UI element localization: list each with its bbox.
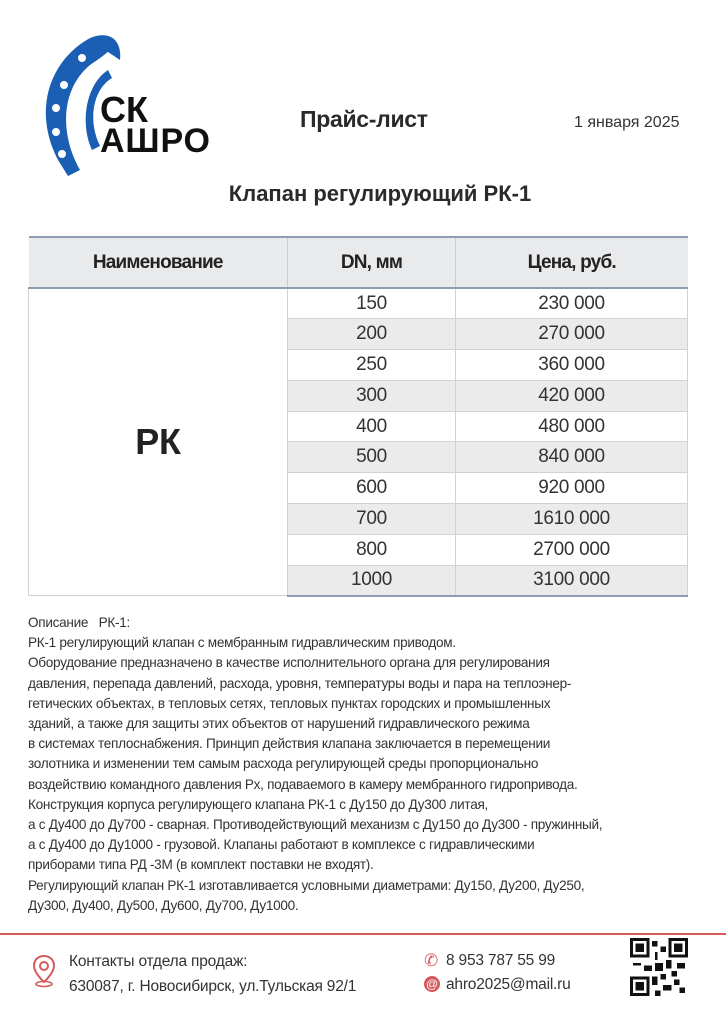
email-address[interactable]: ahro2025@mail.ru: [446, 976, 571, 993]
product-name-cell: РК: [28, 287, 288, 597]
column-header-price: Цена, руб.: [455, 236, 688, 289]
price-cell: 480 000: [455, 410, 688, 443]
price-cell: 3100 000: [455, 564, 688, 597]
description-line: РК-1 регулирующий клапан с мембранным ги…: [28, 635, 456, 651]
price-cell: 420 000: [455, 379, 688, 412]
dn-cell: 250: [287, 349, 456, 381]
price-cell: 270 000: [455, 318, 688, 351]
price-table: Наименование DN, мм Цена, руб. РК 150 230 …: [28, 236, 688, 597]
price-cell: 920 000: [455, 472, 688, 505]
company-logo: СК АШРО: [45, 35, 210, 176]
price-cell: 230 000: [455, 287, 688, 320]
price-cell: 360 000: [455, 349, 688, 381]
price-cell: 1610 000: [455, 503, 688, 535]
price-date: 1 января 2025: [574, 114, 680, 131]
price-cell: 840 000: [455, 441, 688, 474]
table-row: РК 150 230 000: [28, 287, 688, 597]
description-line: а с Ду400 до Ду700 - сварная. Противодей…: [28, 817, 603, 833]
table-row: 300 420 000: [29, 379, 688, 412]
description-line: приборами типа РД -3М (в комплект постав…: [28, 857, 374, 873]
product-title: Клапан регулирующий РК-1: [228, 181, 532, 206]
dn-cell: 800: [287, 533, 456, 566]
contacts-label: Контакты отдела продаж:: [69, 953, 248, 970]
svg-text:АШРО: АШРО: [100, 122, 210, 160]
page-title: Прайс-лист: [300, 106, 428, 132]
footer-divider: [0, 933, 726, 935]
price-cell: 2700 000: [455, 533, 688, 566]
dn-cell: 700: [287, 503, 456, 535]
dn-cell: 600: [287, 472, 456, 505]
dn-cell: 400: [287, 410, 456, 443]
column-header-dn: DN, мм: [287, 236, 456, 289]
table-row: 800 2700 000: [29, 533, 688, 566]
description-line: а с Ду400 до Ду1000 - грузовой. Клапаны …: [28, 837, 535, 853]
email-at-icon: @: [424, 976, 440, 992]
table-row: 600 920 000: [29, 472, 688, 505]
dn-cell: 500: [287, 441, 456, 474]
description-line: гетических объектах, в тепловых сетях, т…: [28, 695, 551, 711]
description-line: зданий, а также для защиты этих объектов…: [28, 716, 530, 732]
table-row: 400 480 000: [29, 410, 688, 443]
table-row: 700 1610 000: [29, 503, 688, 535]
description-line: Ду300, Ду400, Ду500, Ду600, Ду700, Ду100…: [28, 897, 299, 913]
description-line: воздействию командного давления Рх, пода…: [28, 776, 578, 792]
dn-cell: 1000: [287, 564, 456, 597]
dn-cell: 150: [287, 287, 456, 320]
address: 630087, г. Новосибирск, ул.Тульская 92/1: [69, 978, 357, 995]
dn-cell: 200: [287, 318, 456, 351]
table-row: 1000 3100 000: [29, 564, 688, 597]
description-line: Описание РК-1:: [28, 615, 130, 630]
table-row: 200 270 000: [29, 318, 688, 351]
table-row: 500 840 000: [29, 441, 688, 474]
phone-icon: ✆: [424, 951, 439, 970]
description-line: золотника и изменении тем самым расхода …: [28, 756, 539, 772]
description-line: Конструкция корпуса регулирующего клапан…: [28, 796, 488, 812]
description: Описание РК-1: РК-1 регулирующий клапан с…: [28, 613, 718, 916]
phone-number[interactable]: 8 953 787 55 99: [446, 952, 556, 969]
location-pin-icon: [32, 954, 56, 988]
description-line: в системах теплоснабжения. Принцип дейст…: [28, 736, 551, 752]
description-line: давления, перепада давлений, расхода, ур…: [28, 675, 572, 691]
qr-code[interactable]: [630, 938, 688, 996]
description-line: Регулирующий клапан РК-1 изготавливается…: [28, 877, 585, 893]
dn-cell: 300: [287, 379, 456, 412]
svg-text:СК: СК: [100, 89, 149, 130]
description-line: Оборудование предназначено в качестве ис…: [28, 655, 550, 671]
column-header-name: Наименование: [28, 236, 288, 289]
